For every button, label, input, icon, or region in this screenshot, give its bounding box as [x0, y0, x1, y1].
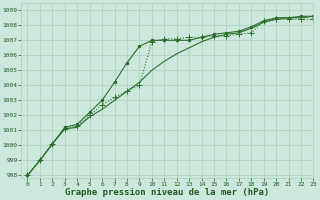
- X-axis label: Graphe pression niveau de la mer (hPa): Graphe pression niveau de la mer (hPa): [65, 188, 269, 197]
